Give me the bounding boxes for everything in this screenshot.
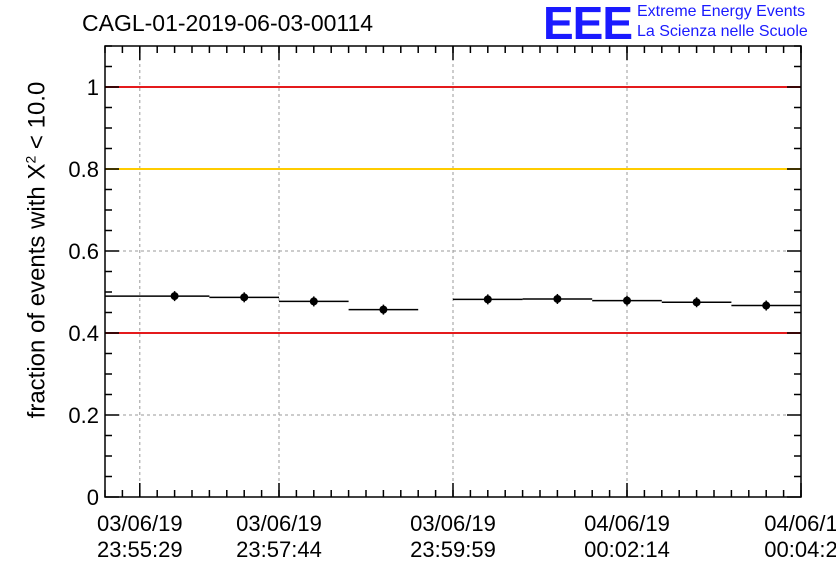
y-tick-label: 0 — [87, 485, 99, 510]
y-axis-label-exponent: 2 — [22, 155, 39, 164]
y-axis-label-suffix: < 10.0 — [23, 81, 51, 156]
x-tick-label-date: 03/06/19 — [410, 511, 496, 536]
y-axis-label: fraction of events with X2 < 10.0 — [23, 82, 52, 419]
x-tick-label-time: 00:02:14 — [584, 537, 670, 562]
x-tick-label-time: 00:04:2 — [764, 537, 836, 562]
logo-caption-line1: Extreme Energy Events — [637, 3, 806, 20]
x-tick-label-time: 23:59:59 — [410, 537, 496, 562]
threshold-lines — [105, 86, 801, 334]
data-point — [762, 301, 771, 310]
x-tick-label-date: 03/06/19 — [97, 511, 183, 536]
data-point — [692, 298, 701, 307]
y-tick-label: 1 — [87, 75, 99, 100]
data-point — [623, 296, 631, 305]
x-tick-label-date: 03/06/19 — [236, 511, 322, 536]
y-tick-label: 0.6 — [68, 239, 99, 264]
data-point — [553, 294, 562, 303]
x-tick-label-time: 23:55:29 — [97, 537, 183, 562]
axes — [104, 45, 802, 498]
data-series — [105, 291, 801, 315]
data-point — [240, 293, 249, 302]
x-tick-label-date: 04/06/19 — [584, 511, 670, 536]
y-tick-label: 0.2 — [68, 403, 99, 428]
data-point — [309, 297, 318, 306]
x-tick-label-date: 04/06/1 — [764, 511, 836, 536]
y-tick-label: 0.8 — [68, 157, 99, 182]
y-axis-label-prefix: fraction of events with — [23, 179, 51, 419]
plot-title: CAGL-01-2019-06-03-00114 — [82, 10, 374, 36]
logo-caption-line2: La Scienza nelle Scuole — [637, 23, 808, 40]
data-point — [483, 295, 492, 304]
data-point — [379, 305, 388, 314]
eee-logo: EEE — [543, 0, 633, 49]
tick-labels: 00.20.40.60.8103/06/1923:55:2903/06/1923… — [68, 75, 836, 562]
grid-lines — [105, 46, 801, 497]
x-tick-label-time: 23:57:44 — [236, 537, 322, 562]
y-axis-label-symbol: X — [23, 163, 51, 180]
data-point — [170, 292, 179, 301]
y-tick-label: 0.4 — [68, 321, 99, 346]
